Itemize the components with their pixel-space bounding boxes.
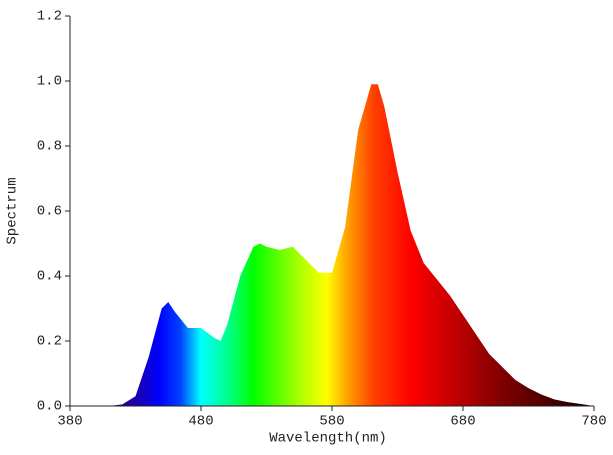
x-tick-label: 680: [450, 414, 475, 430]
y-tick-label: 0.0: [37, 399, 62, 415]
x-axis-label: Wavelength(nm): [269, 431, 387, 447]
y-tick-label: 0.6: [37, 204, 62, 220]
spectrum-area: [70, 84, 594, 406]
y-tick-label: 1.2: [37, 9, 62, 25]
x-tick-label: 380: [57, 414, 82, 430]
x-tick-label: 580: [319, 414, 344, 430]
y-tick-label: 0.4: [37, 269, 62, 285]
x-tick-label: 780: [581, 414, 606, 430]
y-tick-label: 1.0: [37, 74, 62, 90]
x-tick-label: 480: [188, 414, 213, 430]
y-tick-label: 0.2: [37, 334, 62, 350]
y-tick-label: 0.8: [37, 139, 62, 155]
y-axis-label: Spectrum: [5, 177, 21, 244]
